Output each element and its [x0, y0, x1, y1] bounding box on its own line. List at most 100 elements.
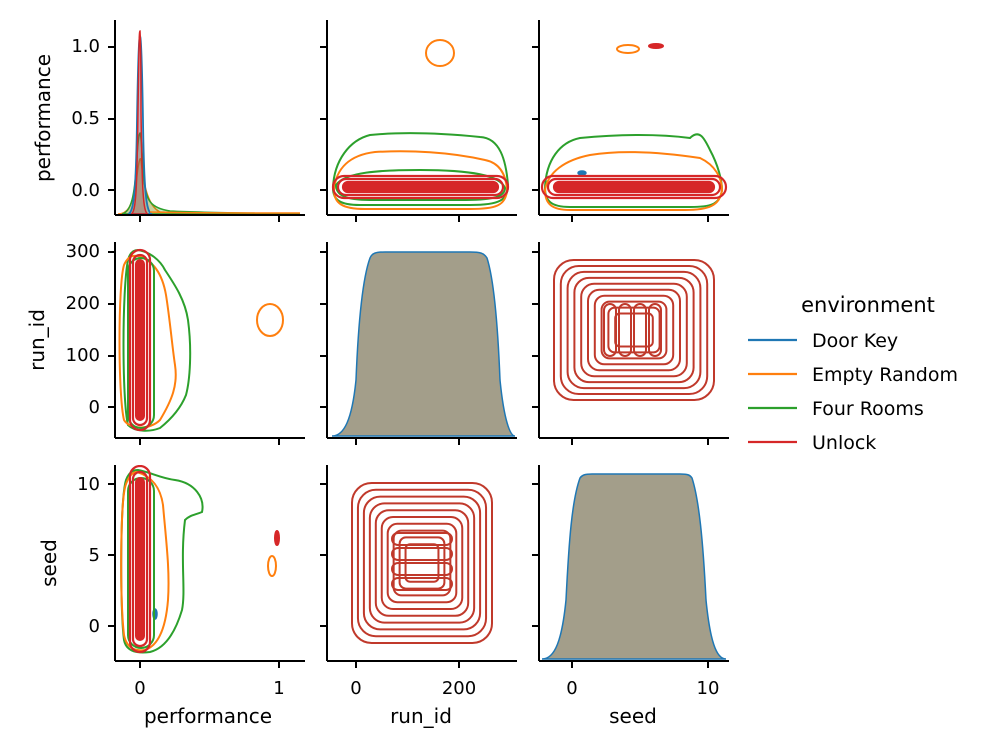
density-contour-core — [633, 303, 647, 357]
density-contour — [351, 482, 493, 644]
kde-fill-four-rooms — [121, 132, 301, 215]
contour-four-rooms-outer — [122, 248, 192, 432]
density-contour — [356, 488, 488, 638]
contour-four-rooms-outer — [543, 133, 724, 208]
density-contour — [380, 516, 464, 610]
contour-empty-random-secondary — [256, 303, 284, 337]
contour-empty-random-outer — [118, 254, 177, 429]
panel-performance-vs-seed — [540, 43, 728, 211]
contour-unlock-core — [128, 248, 152, 432]
contour-unlock-core — [540, 174, 728, 200]
xlabel-performance: performance — [144, 704, 272, 728]
legend-label: Four Rooms — [812, 398, 924, 420]
xtick-label: 0 — [566, 678, 577, 699]
contour-empty-random-secondary — [267, 555, 277, 577]
contour-unlock-secondary — [648, 43, 664, 49]
contour-unlock-core-2 — [336, 177, 505, 197]
density-contour — [566, 270, 702, 390]
xtick-label: 10 — [697, 678, 720, 699]
contour-empty-random-outer — [332, 150, 509, 210]
legend-entry-unlock: Unlock — [748, 432, 876, 454]
xtick-labels: 0 1 0 200 0 10 — [134, 678, 719, 699]
contour-four-rooms-outer — [331, 132, 510, 206]
contour-empty-random-secondary — [616, 44, 640, 54]
panel-run-id-vs-performance — [118, 248, 284, 432]
density-contour — [587, 288, 681, 372]
legend-label: Unlock — [812, 432, 876, 454]
legend-label: Door Key — [812, 330, 898, 352]
contour-unlock-secondary — [274, 530, 280, 546]
panel-run-id-vs-seed — [553, 259, 715, 401]
xlabel-run-id: run_id — [390, 704, 452, 728]
ytick-label: 0.5 — [71, 108, 100, 129]
density-contour — [553, 259, 715, 401]
ytick-labels-performance: 1.0 0.5 0.0 — [71, 36, 100, 201]
xtick-label: 0 — [134, 678, 145, 699]
contour-empty-random-secondary — [425, 39, 455, 67]
density-contour — [593, 294, 675, 366]
legend: environment Door Key Empty Random Four R… — [748, 293, 958, 454]
panel-seed-vs-performance — [120, 465, 280, 654]
ylabel-run-id: run_id — [25, 309, 49, 371]
ylabel-performance: performance — [31, 54, 55, 182]
ytick-label: 0 — [89, 616, 100, 637]
kde-tail — [149, 211, 301, 214]
contour-unlock-core-3 — [135, 259, 145, 421]
density-contour-core — [618, 303, 632, 357]
density-contour — [392, 529, 452, 597]
density-contour — [580, 282, 688, 378]
contour-empty-random-outer — [120, 470, 170, 652]
density-contour-core — [648, 303, 662, 357]
legend-title: environment — [801, 293, 935, 317]
xtick-label: 200 — [442, 678, 476, 699]
contour-unlock-core — [331, 174, 510, 200]
kde-fill-unlock — [130, 30, 149, 215]
kde-fill-run-id — [331, 251, 516, 437]
panel-run-id-diag — [331, 251, 516, 437]
panel-performance-diag — [117, 30, 301, 215]
panel-seed-diag — [541, 473, 727, 660]
density-contour-core — [391, 547, 453, 561]
contour-unlock-core-3 — [341, 180, 500, 194]
contour-unlock-core-3 — [552, 180, 716, 194]
xtick-label: 1 — [273, 678, 284, 699]
density-contour-core — [603, 303, 617, 357]
panel-performance-vs-run-id — [331, 39, 510, 210]
kde-fill-seed — [541, 473, 727, 660]
contour-unlock-core-2 — [131, 470, 149, 648]
ylabel-seed: seed — [37, 539, 61, 587]
density-contour — [374, 509, 470, 617]
contour-unlock-core — [128, 465, 152, 654]
ytick-label: 300 — [66, 241, 100, 262]
ytick-label: 200 — [66, 293, 100, 314]
density-contour-core — [391, 577, 453, 591]
contour-unlock-core-2 — [131, 253, 149, 427]
ytick-label: 1.0 — [71, 36, 100, 57]
density-contour — [573, 276, 695, 384]
density-contour-core — [391, 532, 453, 546]
ytick-label: 0 — [89, 397, 100, 418]
density-contour — [362, 495, 482, 631]
xtick-label: 0 — [350, 678, 361, 699]
ytick-label: 5 — [89, 545, 100, 566]
ytick-label: 0.0 — [71, 180, 100, 201]
xlabel-seed: seed — [609, 704, 657, 728]
contour-empty-random-outer — [543, 151, 724, 211]
contour-four-rooms-inner — [127, 257, 155, 429]
density-contour — [386, 522, 458, 604]
ytick-labels-run-id: 300 200 100 0 — [66, 241, 100, 418]
panel-seed-vs-run-id — [351, 482, 493, 644]
density-contour — [368, 502, 476, 624]
density-contour — [559, 264, 709, 396]
legend-entry-four-rooms: Four Rooms — [748, 398, 924, 420]
contour-unlock-core-3 — [135, 477, 145, 641]
contour-door-key-secondary — [577, 170, 587, 176]
legend-entry-door-key: Door Key — [748, 330, 898, 352]
density-contour-core — [391, 562, 453, 576]
ytick-label: 100 — [66, 345, 100, 366]
legend-label: Empty Random — [812, 364, 958, 386]
contour-unlock-core-2 — [546, 177, 722, 197]
axes-spines — [108, 20, 729, 668]
ytick-label: 10 — [77, 474, 100, 495]
